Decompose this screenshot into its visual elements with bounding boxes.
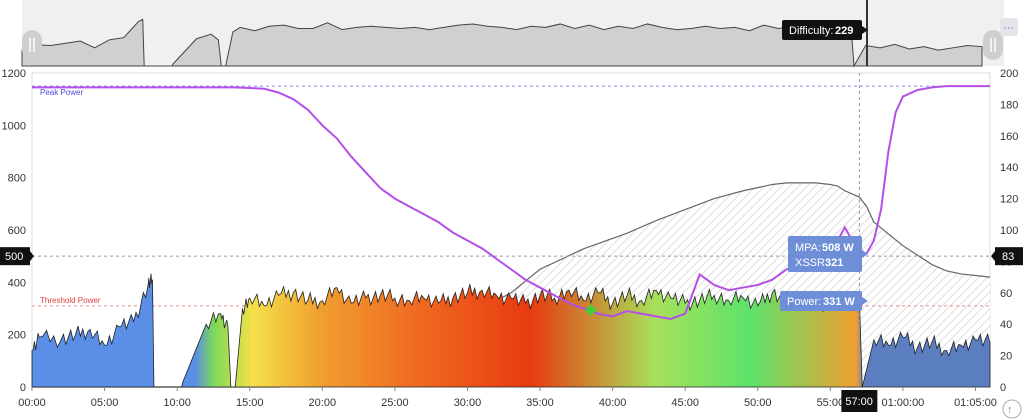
right-y-tick-label: 0 [1000, 382, 1006, 394]
power-label: Power: [787, 296, 821, 308]
right-y-axis: 020406080100120140160180200 [1000, 68, 1018, 394]
x-tick-label: 10:00 [163, 397, 191, 409]
left-y-tick-label: 800 [8, 173, 26, 185]
x-tick-label: 50:00 [744, 397, 772, 409]
svg-text:57:00: 57:00 [845, 396, 873, 408]
x-tick-label: 40:00 [599, 397, 627, 409]
x-tick-label: 30:00 [454, 397, 482, 409]
peak-power-label: Peak Power [40, 88, 83, 97]
right-y-tick-label: 200 [1000, 68, 1018, 80]
xssr-label: XSSR: [795, 257, 828, 269]
overview-right-handle[interactable] [983, 30, 1003, 60]
x-tick-label: 55:00 [817, 397, 845, 409]
x-tick-label: 01:00:00 [881, 397, 924, 409]
right-y-tick-label: 40 [1000, 319, 1012, 331]
mpa-value: 508 W [822, 242, 854, 254]
ellipsis-icon: ··· [1003, 22, 1014, 34]
x-tick-label: 05:00 [91, 397, 119, 409]
overview-strip[interactable]: Difficulty: 229 ··· [21, 0, 1018, 68]
x-tick-label: 01:05:00 [954, 397, 997, 409]
difficulty-tooltip: Difficulty: 229 [782, 20, 868, 40]
x-tick-label: 45:00 [671, 397, 699, 409]
x-tick-label: 00:00 [18, 397, 46, 409]
xssr-value: 321 [825, 257, 843, 269]
x-tick-label: 15:00 [236, 397, 264, 409]
right-axis-cursor-label: 83 [991, 247, 1023, 266]
mpa-line [32, 85, 990, 320]
svg-text:500: 500 [5, 251, 23, 263]
right-y-tick-label: 140 [1000, 162, 1018, 174]
left-y-tick-label: 1200 [2, 68, 26, 80]
right-y-tick-label: 160 [1000, 131, 1018, 143]
mpa-tooltip: MPA: 508 W XSSR: 321 [788, 236, 868, 272]
left-y-tick-label: 200 [8, 330, 26, 342]
overview-cursor [866, 0, 868, 66]
power-tooltip: Power: 331 W [780, 291, 868, 311]
left-y-tick-label: 1000 [2, 120, 26, 132]
time-cursor-label: 57:00 [841, 390, 878, 412]
right-y-tick-label: 20 [1000, 351, 1012, 363]
more-options-button[interactable]: ··· [1000, 18, 1018, 36]
right-y-tick-label: 180 [1000, 99, 1018, 111]
power-value: 331 W [823, 296, 855, 308]
svg-text:83: 83 [1002, 251, 1014, 263]
mpa-label: MPA: [795, 242, 821, 254]
left-y-tick-label: 400 [8, 277, 26, 289]
threshold-power-label: Threshold Power [40, 296, 101, 305]
x-axis: 00:00 05:00 10:00 15:00 20:00 25:00 30:00 35:00… [18, 387, 997, 409]
x-tick-label: 20:00 [309, 397, 337, 409]
left-y-tick-label: 600 [8, 225, 26, 237]
arrow-up-icon: ↑ [1007, 404, 1013, 416]
left-axis-cursor-label: 500 [0, 247, 34, 266]
difficulty-label: Difficulty: [789, 25, 833, 37]
left-y-tick-label: 0 [20, 382, 26, 394]
difficulty-value: 229 [835, 25, 853, 37]
overview-left-handle[interactable] [22, 30, 42, 60]
right-y-tick-label: 120 [1000, 194, 1018, 206]
x-tick-label: 25:00 [381, 397, 409, 409]
left-y-axis: 0 200 400 600 800 1000 1200 [2, 68, 26, 394]
right-y-tick-label: 100 [1000, 225, 1018, 237]
scroll-up-button[interactable]: ↑ [1002, 399, 1022, 419]
x-tick-label: 35:00 [526, 397, 554, 409]
right-y-tick-label: 60 [1000, 288, 1012, 300]
